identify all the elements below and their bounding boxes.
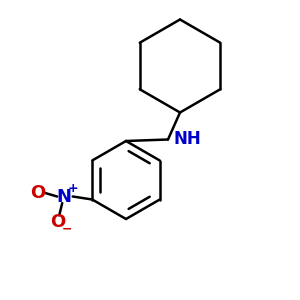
Text: +: +: [68, 182, 78, 195]
Text: NH: NH: [173, 130, 201, 148]
Text: O: O: [31, 184, 46, 202]
Text: N: N: [56, 188, 71, 206]
Text: −: −: [62, 222, 73, 235]
Text: O: O: [50, 213, 65, 231]
